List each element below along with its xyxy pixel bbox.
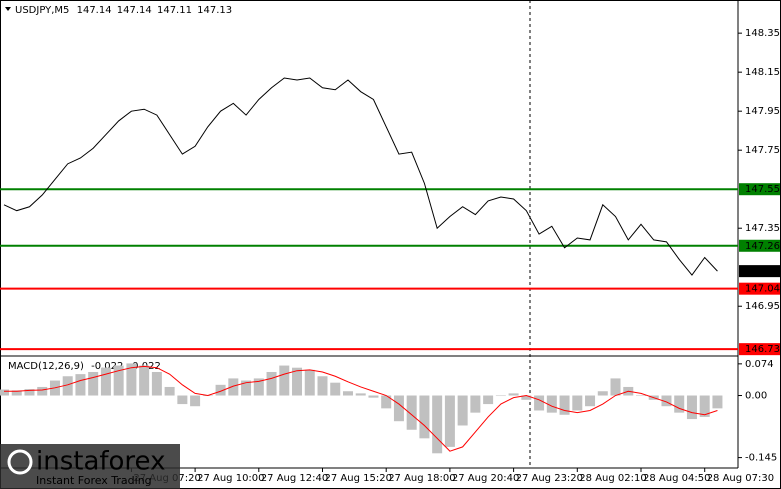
level-label: 147.26 [745,241,780,252]
histogram-bar [470,395,481,413]
histogram-bar [330,382,341,396]
x-tick-label: 27 Aug 12:40 [261,473,328,484]
histogram-bar [37,386,48,396]
y-tick-label: 146.95 [745,301,780,312]
y-tick-label: 148.35 [745,28,780,39]
histogram-bar [597,391,608,396]
x-tick-label: 28 Aug 07:30 [707,473,774,484]
y-tick-label: 147.35 [745,223,780,234]
histogram-bar [342,391,353,396]
histogram-bar [215,384,226,396]
x-tick-label: 27 Aug 23:20 [516,473,583,484]
histogram-bar [406,395,417,430]
x-tick-label: 28 Aug 02:10 [579,473,646,484]
level-label: 146.73 [745,344,780,355]
histogram-bar [266,371,277,396]
histogram-bar [585,395,596,407]
histogram-bar [151,371,162,396]
histogram-bar [75,374,86,396]
histogram-bar [368,395,379,398]
y-tick-label: 148.15 [745,67,780,78]
y-tick-label: -0.145 [745,453,777,464]
ohlc: 147.14 [77,5,112,16]
histogram-bar [11,390,22,396]
histogram-bar [62,376,73,396]
y-tick-label: 0.00 [745,391,767,402]
histogram-bar [126,363,137,396]
y-tick-label: 0.074 [745,359,774,370]
x-tick-label: 27 Aug 15:20 [325,473,392,484]
ohlc: 147.11 [157,5,192,16]
histogram-bar [241,380,252,396]
histogram-bar [355,393,366,396]
histogram-bar [139,365,150,396]
price-label: 147.13 [745,266,780,277]
histogram-bar [253,378,264,396]
logo [7,449,33,475]
histogram-bar [457,395,468,426]
histogram-bar [508,393,519,396]
symbol: USDJPY,M5 [15,5,69,16]
x-tick-label: 27 Aug 20:40 [452,473,519,484]
histogram-bar [686,395,697,420]
brand: instaforex [36,447,165,477]
histogram-bar [381,395,392,409]
level-tag [739,239,780,252]
indicator-header: MACD(12,26,9) -0.022 -0.022 [8,361,161,372]
histogram-bar [279,365,290,396]
histogram-bar [572,395,583,411]
level-tag [739,282,780,295]
histogram-bar [559,395,570,415]
histogram-bar [674,395,685,413]
x-tick-label: 27 Aug 18:00 [388,473,455,484]
histogram-bar [164,386,175,396]
level-tag [739,183,780,196]
histogram-bar [636,395,646,397]
price-line [3,77,718,276]
histogram-bar [521,395,532,400]
menu-arrow [5,7,11,11]
histogram-bar [699,395,710,417]
level-tag [739,343,780,356]
histogram-bar [661,395,672,407]
price-tag [739,265,780,278]
x-tick-label: 27 Aug 10:00 [197,473,264,484]
tagline: Instant Forex Trading [36,474,152,487]
histogram-bar [534,395,545,411]
histogram-bar [610,378,621,396]
ohlc: 147.13 [197,5,232,16]
histogram-bar [432,395,443,454]
histogram-bar [100,367,111,396]
header: USDJPY,M5 147.14 147.14 147.11 147.13 [15,5,232,16]
histogram-bar [177,395,188,405]
histogram-bar [393,395,404,422]
histogram-bar [0,389,9,396]
x-tick-label: 28 Aug 04:50 [643,473,710,484]
histogram-bar [546,395,557,413]
indicator-value: -0.022 [91,361,123,372]
ohlc: 147.14 [117,5,152,16]
y-tick-label: 147.75 [745,145,780,156]
histogram-bar [495,395,506,397]
histogram-bar [292,367,303,396]
signal-line [4,365,718,452]
histogram-bar [483,395,494,405]
histogram-bar [88,371,99,396]
histogram-bar [24,389,35,396]
histogram-bar [419,395,430,439]
y-tick-label: 147.95 [745,106,780,117]
histogram-bar [228,378,239,396]
level-label: 147.04 [745,284,780,295]
histogram-bar [444,395,455,447]
indicator-name: MACD(12,26,9) [8,361,84,372]
histogram-bar [113,365,124,396]
histogram-bar [304,369,315,396]
level-label: 147.55 [745,184,780,195]
histogram-bar [317,376,328,396]
histogram-bar [190,395,201,407]
watermark: instaforex Instant Forex Trading [0,444,180,489]
histogram-bar [712,395,723,409]
